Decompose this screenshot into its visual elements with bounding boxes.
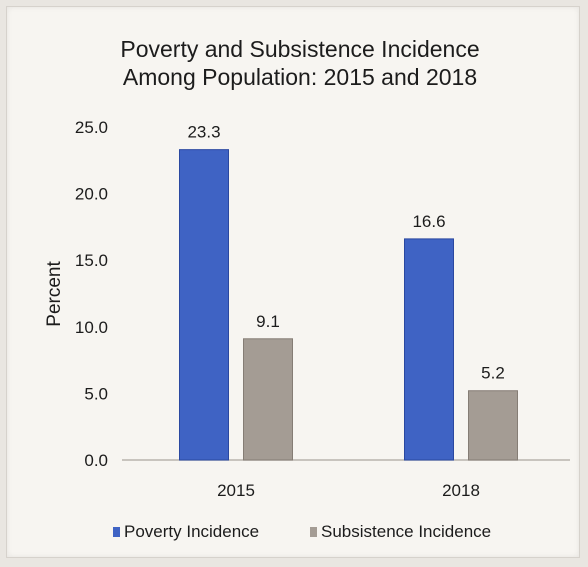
legend-swatch bbox=[113, 527, 120, 537]
bar bbox=[179, 149, 229, 461]
bar bbox=[468, 390, 518, 461]
y-tick-label: 10.0 bbox=[75, 318, 108, 337]
chart-frame bbox=[6, 6, 580, 558]
bar bbox=[404, 238, 454, 461]
x-category-label: 2018 bbox=[442, 481, 480, 500]
data-label: 23.3 bbox=[187, 123, 220, 142]
data-label: 9.1 bbox=[256, 312, 280, 331]
x-category-label: 2015 bbox=[217, 481, 255, 500]
legend-label: Subsistence Incidence bbox=[321, 522, 491, 541]
y-tick-label: 25.0 bbox=[75, 118, 108, 137]
data-label: 16.6 bbox=[412, 212, 445, 231]
data-label: 5.2 bbox=[481, 364, 505, 383]
y-tick-label: 0.0 bbox=[84, 451, 108, 470]
chart-title-line-1: Poverty and Subsistence Incidence bbox=[120, 36, 479, 62]
chart-title-line-2: Among Population: 2015 and 2018 bbox=[123, 64, 477, 90]
y-tick-label: 15.0 bbox=[75, 251, 108, 270]
y-tick-label: 5.0 bbox=[84, 384, 108, 403]
x-axis-categories: 2015 2018 bbox=[217, 481, 480, 500]
y-axis-ticks: 0.0 5.0 10.0 15.0 20.0 25.0 bbox=[75, 118, 108, 470]
legend-label: Poverty Incidence bbox=[124, 522, 259, 541]
legend: Poverty Incidence Subsistence Incidence bbox=[113, 522, 491, 541]
y-tick-label: 20.0 bbox=[75, 185, 108, 204]
legend-swatch bbox=[310, 527, 317, 537]
bars-group: 23.3 16.6 9.1 5.2 bbox=[179, 123, 518, 461]
bar bbox=[243, 338, 293, 461]
y-axis-label: Percent bbox=[44, 261, 65, 327]
